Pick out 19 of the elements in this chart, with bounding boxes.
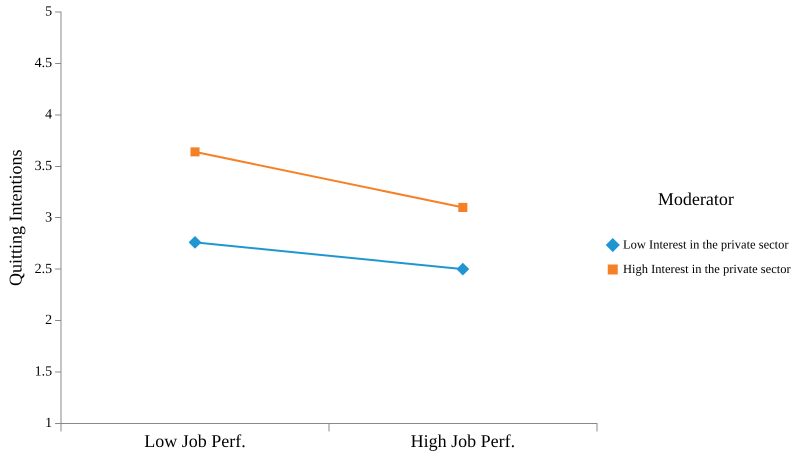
y-tick-label: 4.5: [34, 56, 52, 72]
point: [190, 147, 200, 156]
y-tick-label: 2.5: [34, 262, 52, 277]
y-axis-title: Quitting Intentions: [6, 149, 26, 286]
y-tick-label: 4: [45, 108, 52, 123]
legend-title: Moderator: [658, 188, 734, 209]
point: [456, 263, 469, 276]
x-tick-label: High Job Perf.: [410, 430, 516, 451]
y-tick-label: 5: [45, 4, 52, 20]
y-tick-label: 1: [45, 416, 52, 432]
point: [458, 202, 468, 212]
legend-label: High Interest in the private sector: [623, 262, 792, 276]
legend-label: Low Interest in the private sector: [623, 237, 790, 252]
y-tick-label: 3.5: [34, 158, 52, 174]
x-tick-label: Low Job Perf.: [144, 430, 246, 451]
y-tick-label: 1.5: [34, 364, 52, 380]
y-tick-label: 2: [45, 313, 52, 328]
point: [189, 236, 202, 248]
y-tick-label: 3: [45, 210, 52, 226]
